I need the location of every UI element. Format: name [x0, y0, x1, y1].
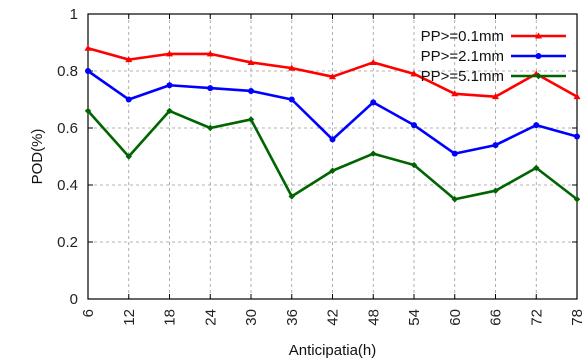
data-point — [166, 107, 173, 115]
data-point — [369, 58, 377, 65]
legend-label: PP>=0.1mm — [421, 28, 504, 45]
data-point — [84, 107, 92, 115]
series-2 — [85, 68, 580, 157]
x-tick-label: 48 — [365, 309, 382, 326]
data-point — [207, 124, 214, 132]
data-point — [329, 73, 336, 80]
data-point — [573, 196, 581, 203]
legend-label: PP>=2.1mm — [421, 48, 504, 65]
data-point — [411, 122, 417, 129]
x-tick-label: 72 — [528, 309, 545, 326]
data-point — [533, 122, 540, 129]
data-point — [492, 93, 499, 100]
x-tick-label: 66 — [488, 309, 505, 326]
data-point — [85, 68, 91, 74]
series-group — [84, 44, 581, 203]
y-axis-title: POD(%) — [29, 129, 46, 185]
data-point — [248, 87, 254, 94]
x-tick-label: 30 — [243, 309, 260, 326]
data-point — [574, 133, 580, 140]
y-tick-label: 0.2 — [57, 234, 78, 251]
x-tick-label: 36 — [284, 309, 301, 326]
x-tick-label: 42 — [325, 309, 342, 326]
x-tick-label: 24 — [202, 309, 219, 326]
data-point — [451, 150, 458, 157]
data-point — [370, 99, 377, 106]
data-point — [451, 90, 459, 97]
x-axis-title: Anticipatia(h) — [289, 342, 377, 359]
axis-ticks: 0 0.2 0.4 0.6 0.8 1 6 12 18 24 30 36 42 48 54 60 66 72 78 — [57, 6, 586, 326]
x-tick-label: 78 — [569, 309, 586, 326]
x-tick-label: 60 — [447, 309, 464, 326]
data-point — [166, 82, 173, 89]
data-point — [247, 116, 255, 123]
data-point — [125, 153, 132, 160]
y-tick-label: 0.4 — [57, 177, 78, 194]
y-tick-label: 1 — [70, 6, 78, 23]
data-point — [166, 50, 173, 57]
x-tick-label: 18 — [162, 309, 179, 326]
data-point — [288, 64, 296, 71]
data-point — [533, 164, 540, 172]
legend-marker — [535, 53, 542, 59]
data-point — [451, 196, 458, 203]
y-tick-label: 0.6 — [57, 120, 78, 137]
data-point — [288, 193, 295, 200]
y-tick-label: 0 — [70, 291, 78, 308]
y-tick-label: 0.8 — [57, 63, 78, 80]
x-tick-label: 54 — [406, 309, 423, 326]
legend-label: PP>=5.1mm — [421, 68, 504, 85]
legend: PP>=0.1mm PP>=2.1mm PP>=5.1mm — [421, 28, 566, 85]
data-point — [492, 142, 499, 149]
data-point — [84, 44, 92, 51]
data-point — [410, 70, 418, 77]
legend-marker — [535, 72, 542, 80]
x-tick-label: 12 — [121, 309, 138, 326]
data-point — [492, 187, 499, 194]
data-point — [125, 56, 133, 63]
series-1 — [84, 44, 581, 100]
data-point — [370, 150, 377, 157]
data-point — [206, 50, 214, 57]
data-point — [207, 85, 214, 92]
data-point — [573, 93, 581, 100]
data-point — [247, 58, 255, 65]
data-point — [329, 136, 336, 143]
x-tick-label: 6 — [80, 309, 97, 317]
data-point — [329, 167, 336, 174]
data-point — [125, 96, 132, 103]
data-point — [288, 96, 295, 103]
data-point — [410, 161, 418, 169]
legend-marker — [535, 32, 542, 39]
series-3 — [84, 107, 581, 203]
